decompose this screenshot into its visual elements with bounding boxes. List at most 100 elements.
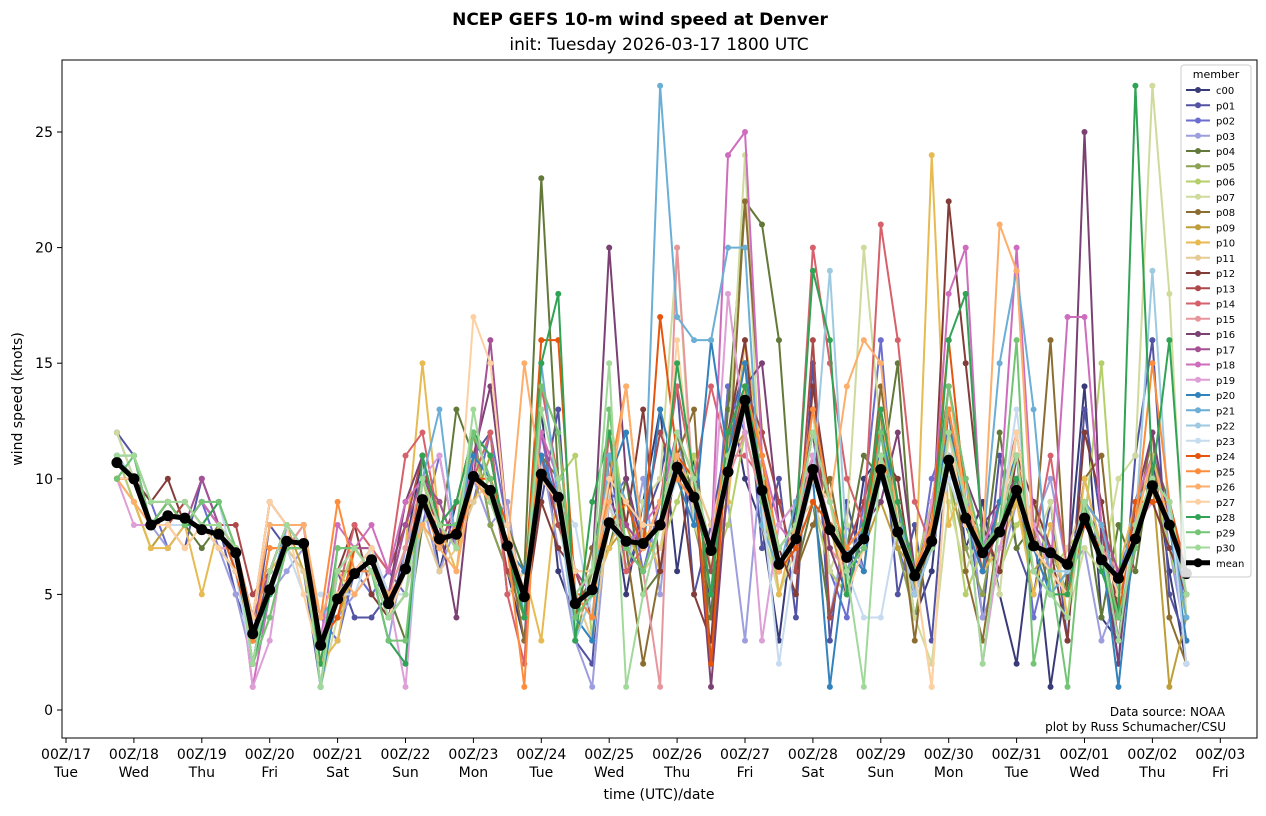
data-point-p12: [691, 591, 698, 598]
data-point-p30: [860, 683, 867, 690]
data-point-p03: [1098, 637, 1105, 644]
data-point-p17: [487, 337, 494, 344]
x-axis: 00Z/17 Tue 00Z/18 Wed 00Z/19 Thu 00Z/20 Fri 00Z/…: [41, 738, 1245, 781]
legend-label: p08: [1216, 208, 1235, 219]
x-tick-day-label: Sun: [867, 765, 894, 781]
series-line-p29: [116, 339, 1188, 688]
data-point-mean: [1129, 533, 1141, 545]
data-point-mean: [1011, 484, 1023, 496]
data-point-mean: [281, 535, 293, 547]
legend-label: p12: [1216, 269, 1235, 280]
data-point-p21: [691, 337, 698, 344]
data-point-p04: [1115, 522, 1122, 529]
data-point-p29: [1030, 660, 1037, 667]
legend-entry-p25: p25: [1186, 467, 1235, 478]
data-point-p07: [1047, 498, 1054, 505]
data-point-p28: [1098, 568, 1105, 575]
data-point-p21: [657, 82, 664, 89]
data-point-p29: [860, 545, 867, 552]
data-point-p24: [538, 337, 545, 344]
data-point-p30: [809, 429, 816, 436]
y-axis: 0 5 10 15 20 25: [35, 125, 62, 719]
data-point-p24: [792, 545, 799, 552]
legend-label: p29: [1216, 528, 1235, 539]
x-tick-day-label: Mon: [459, 765, 489, 781]
x-tick-label: 00Z/31: [992, 747, 1042, 763]
y-tick-label: 5: [44, 587, 53, 603]
data-point-p04: [775, 337, 782, 344]
data-point-p08: [691, 406, 698, 413]
data-point-p30: [113, 452, 120, 459]
data-point-p20: [979, 568, 986, 575]
data-point-p25: [521, 683, 528, 690]
data-point-p30: [606, 360, 613, 367]
data-point-p04: [198, 545, 205, 552]
legend-marker: [1195, 117, 1201, 124]
legend-label: p20: [1216, 391, 1235, 402]
data-point-p05: [487, 522, 494, 529]
data-point-p28: [589, 498, 596, 505]
data-point-mean: [349, 568, 361, 580]
series-line-p27: [116, 315, 1188, 688]
data-point-p20: [538, 452, 545, 459]
legend-label: p19: [1216, 376, 1235, 387]
data-point-p28: [809, 267, 816, 274]
legend-marker: [1193, 558, 1203, 568]
y-tick-label: 20: [35, 241, 53, 257]
data-point-p01: [1149, 337, 1156, 344]
data-point-p26: [1013, 267, 1020, 274]
data-point-p28: [453, 498, 460, 505]
series-line-p30: [116, 362, 1188, 688]
data-point-mean: [756, 484, 768, 496]
data-point-p07: [1115, 475, 1122, 482]
data-point-p29: [402, 637, 409, 644]
data-point-p30: [979, 660, 986, 667]
legend-marker: [1195, 270, 1201, 276]
legend-marker: [1195, 376, 1201, 383]
data-point-p16: [623, 475, 630, 482]
data-point-p09: [894, 545, 901, 552]
data-point-p27: [623, 498, 630, 505]
data-point-p29: [962, 475, 969, 482]
data-point-mean: [1163, 519, 1175, 531]
data-point-p22: [1149, 267, 1156, 274]
data-point-c00: [1047, 683, 1054, 690]
legend-label: p04: [1216, 147, 1235, 158]
data-point-p30: [589, 568, 596, 575]
data-point-p12: [555, 545, 562, 552]
data-point-mean: [213, 528, 225, 540]
data-point-p29: [215, 498, 222, 505]
data-point-p03: [742, 637, 748, 644]
data-point-mean: [688, 491, 700, 503]
y-tick-label: 10: [35, 472, 53, 488]
data-point-p23: [572, 522, 579, 529]
data-point-p12: [996, 568, 1003, 575]
x-tick-label: 00Z/20: [245, 747, 295, 763]
series-line-mean: [115, 397, 1189, 648]
data-point-p30: [538, 406, 545, 413]
data-point-p20: [826, 683, 833, 690]
data-point-p29: [640, 568, 647, 575]
data-point-p26: [521, 360, 528, 367]
y-tick-label: 25: [35, 125, 53, 141]
data-point-p27: [181, 545, 188, 552]
data-point-p29: [266, 614, 273, 621]
legend-marker: [1195, 514, 1201, 520]
data-point-p06: [1013, 522, 1020, 529]
data-point-mean: [400, 563, 411, 575]
data-point-p01: [775, 475, 782, 482]
data-point-p27: [470, 313, 477, 320]
data-point-p10: [606, 545, 613, 552]
data-point-p01: [1081, 406, 1088, 413]
data-point-p24: [809, 498, 816, 505]
data-point-p19: [758, 637, 765, 644]
x-tick-day-label: Mon: [934, 765, 964, 781]
data-point-p28: [1166, 337, 1173, 344]
legend-marker: [1195, 498, 1201, 505]
data-point-p16: [894, 429, 901, 436]
data-point-p26: [860, 337, 867, 344]
data-point-p13: [826, 614, 833, 621]
legend-entry-p24: p24: [1186, 452, 1235, 463]
data-point-p19: [742, 429, 748, 436]
x-tick-day-label: Wed: [1069, 765, 1100, 781]
